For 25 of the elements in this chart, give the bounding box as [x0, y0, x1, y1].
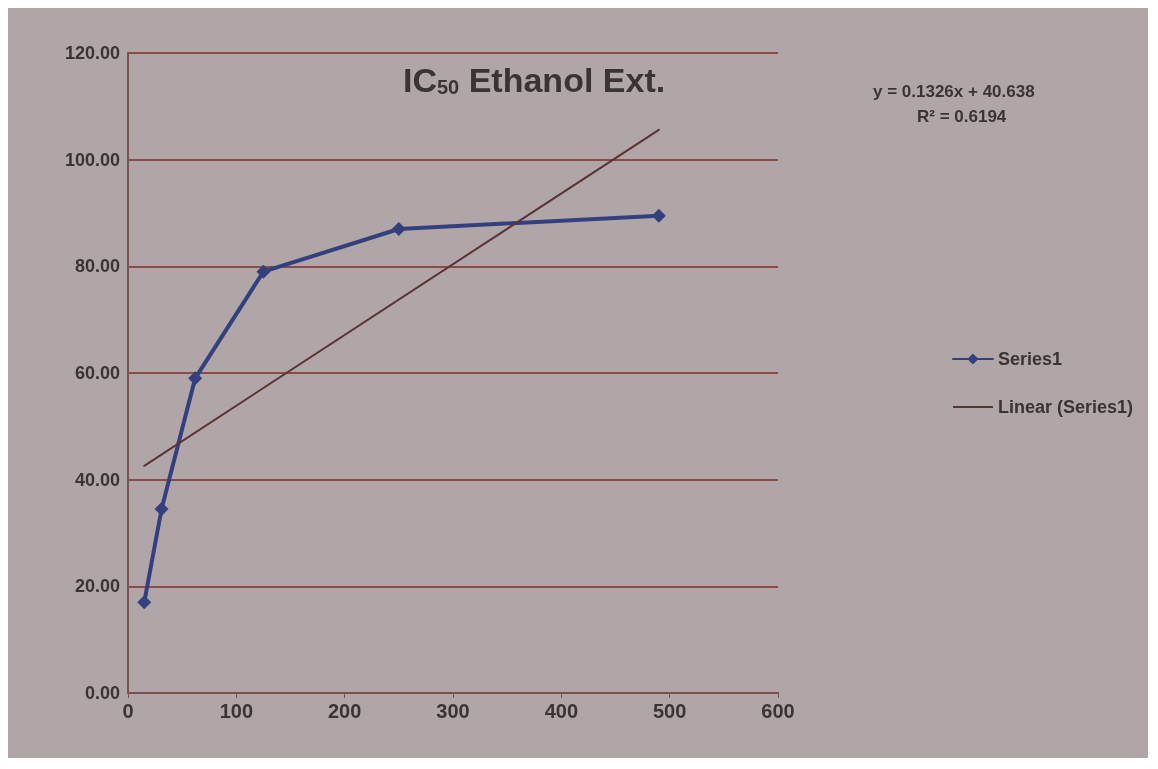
y-tick-label: 80.00	[74, 256, 120, 277]
legend-label: Linear (Series1)	[997, 397, 1134, 417]
y-tick-label: 0.00	[84, 683, 120, 703]
point	[188, 371, 203, 386]
point	[651, 208, 666, 223]
x-tick-label: 0	[122, 700, 134, 722]
x-tick-label: 200	[327, 700, 362, 722]
x-tick-label: 600	[761, 700, 795, 722]
text: y = 0.1326x + 40.638	[873, 82, 1035, 101]
chart-title: IC50 Ethanol Ext.	[403, 61, 666, 99]
point	[154, 502, 169, 516]
point	[391, 222, 406, 236]
y-tick-label: 40.00	[74, 469, 120, 490]
x-tick-label: 100	[219, 700, 254, 722]
x-tick-label: 300	[436, 700, 470, 722]
y-tick-label: 20.00	[74, 576, 120, 597]
point	[137, 595, 152, 610]
point	[256, 264, 271, 279]
y-tick-label: 100.00	[64, 149, 120, 170]
x-tick-label: 400	[544, 700, 579, 722]
y-tick-label: 60.00	[74, 363, 120, 383]
text: R² = 0.6194	[917, 107, 1007, 126]
y-tick-label: 120.00	[64, 43, 120, 63]
legend-label: Series1	[997, 349, 1062, 369]
x-tick-label: 500	[652, 700, 687, 722]
